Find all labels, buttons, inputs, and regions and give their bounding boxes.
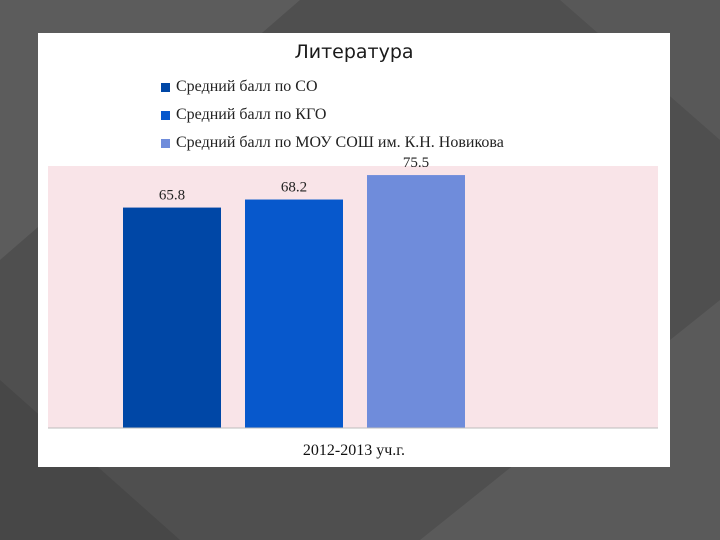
legend-swatch-school: [161, 138, 170, 148]
legend-item-so: Средний балл по СО: [161, 77, 318, 97]
chart-panel: Литература Средний балл по СО Средний ба…: [38, 33, 670, 467]
data-label-kgo: 68.2: [281, 180, 307, 196]
legend-swatch-so: [161, 82, 170, 92]
bar-kgo: [245, 199, 343, 428]
legend-label-so: Средний балл по СО: [176, 78, 318, 95]
data-label-school: 75.5: [403, 155, 429, 171]
plot-svg: 65.8 68.2 75.5: [48, 155, 658, 429]
chart-title: Литература: [294, 41, 414, 63]
bar-school: [367, 175, 465, 428]
legend-swatch-kgo: [161, 110, 170, 120]
legend-label-school: Средний балл по МОУ СОШ им. К.Н. Новиков…: [176, 134, 504, 151]
bars-group: 65.8 68.2 75.5: [123, 155, 465, 428]
legend-item-kgo: Средний балл по КГО: [161, 105, 326, 125]
legend-label-kgo: Средний балл по КГО: [176, 106, 327, 123]
data-label-so: 65.8: [159, 188, 185, 204]
legend-item-school: Средний балл по МОУ СОШ им. К.Н. Новиков…: [161, 133, 504, 153]
x-category-label: 2012-2013 уч.г.: [302, 442, 406, 459]
bar-so: [123, 207, 221, 428]
